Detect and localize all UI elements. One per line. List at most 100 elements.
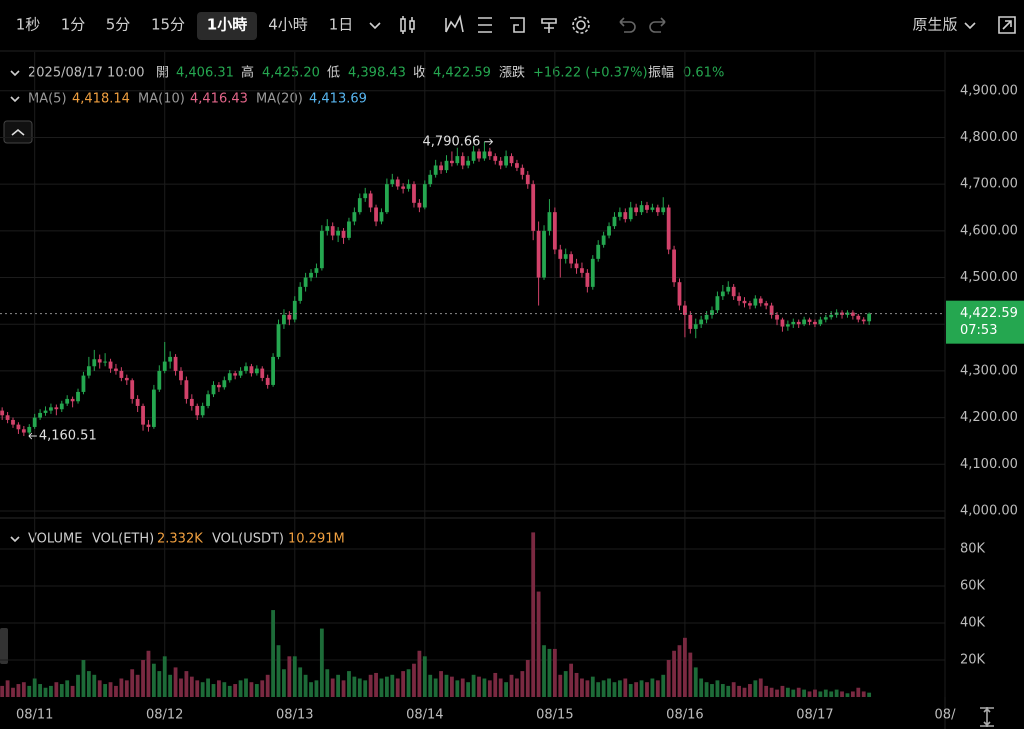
interval-tab[interactable]: 5分 xyxy=(106,16,131,34)
candle-body xyxy=(406,184,411,189)
candle-body xyxy=(861,319,866,322)
fullscreen-icon[interactable] xyxy=(998,16,1016,34)
volume-bar xyxy=(661,674,666,697)
volume-bar xyxy=(325,669,330,697)
candle-body xyxy=(298,286,303,301)
mode-chevron[interactable] xyxy=(964,22,976,30)
candle-body xyxy=(124,377,129,381)
interval-tab[interactable]: 1小時 xyxy=(207,16,247,34)
candle-body xyxy=(590,258,595,287)
chevron[interactable] xyxy=(369,22,381,30)
volume-legend-value: 10.291M xyxy=(288,532,345,547)
volume-bar xyxy=(81,660,86,697)
candle-body xyxy=(672,249,676,283)
template-icon[interactable] xyxy=(541,18,557,33)
candle-body xyxy=(135,398,140,406)
candle-body xyxy=(357,198,362,213)
volume-bar xyxy=(558,674,563,697)
interval-tab[interactable]: 1秒 xyxy=(16,16,41,34)
volume-bar xyxy=(260,680,265,697)
volume-bar xyxy=(151,663,156,697)
ma-value: 4,418.14 xyxy=(72,92,130,107)
volume-bar xyxy=(704,682,709,697)
volume-bar xyxy=(227,685,232,697)
collapse-button[interactable] xyxy=(3,120,33,144)
candle-body xyxy=(791,321,796,325)
candle-body xyxy=(168,356,173,362)
toolbar-icons xyxy=(10,14,1016,727)
candle-body xyxy=(758,298,763,304)
interval-tab[interactable]: 1分 xyxy=(61,16,86,34)
candle-body xyxy=(336,230,341,236)
volume-bar xyxy=(460,678,465,697)
indicator-icon[interactable] xyxy=(445,14,464,33)
volume-bar xyxy=(336,674,341,697)
volume-bar xyxy=(775,689,779,697)
candle-body xyxy=(341,230,346,238)
candle-body xyxy=(233,373,238,376)
scale-icon[interactable] xyxy=(980,707,994,727)
candle-body xyxy=(601,235,606,245)
undo-icon[interactable] xyxy=(619,17,636,33)
volume-bar xyxy=(520,671,525,697)
settings-icon[interactable] xyxy=(576,20,586,30)
x-tick-label: 08/11 xyxy=(16,708,53,723)
volume-bar xyxy=(552,648,557,697)
candle-body xyxy=(92,359,97,367)
volume-bar xyxy=(807,691,812,697)
candle-body xyxy=(542,230,546,278)
candle-body xyxy=(379,212,384,222)
candle-body xyxy=(596,244,601,259)
candle-body xyxy=(352,212,357,222)
candle-body xyxy=(585,272,590,287)
candle-body xyxy=(157,370,162,390)
volume-bar xyxy=(43,687,48,697)
volume-bar xyxy=(748,684,752,697)
volume-bar xyxy=(607,678,611,697)
redo-icon[interactable] xyxy=(649,17,666,33)
volume-bar xyxy=(146,650,151,697)
candle-body xyxy=(222,380,227,388)
candle-body xyxy=(661,207,666,213)
interval-tab[interactable]: 15分 xyxy=(151,16,185,34)
candle-icon[interactable] xyxy=(400,16,415,34)
volume-bar xyxy=(65,680,70,697)
volume-bar xyxy=(357,678,362,697)
volume-bar xyxy=(515,678,519,697)
candle-body xyxy=(390,179,395,185)
interval-tab[interactable]: 1日 xyxy=(329,16,354,34)
candle-body xyxy=(780,319,785,327)
volume-bar xyxy=(482,678,487,697)
draw-icon[interactable] xyxy=(510,17,525,33)
volume-bar xyxy=(504,682,508,697)
volume-bar xyxy=(655,680,660,697)
volume-bar xyxy=(634,682,639,697)
candle-body xyxy=(450,160,454,164)
x-tick-label: 08/ xyxy=(935,708,957,723)
candle-body xyxy=(217,384,221,388)
volume-bar xyxy=(753,680,758,697)
volume-bar xyxy=(130,669,135,697)
volume-bar xyxy=(195,680,200,697)
side-handle[interactable] xyxy=(0,628,8,664)
volume-bar xyxy=(49,685,53,697)
collapse-chevrons[interactable] xyxy=(10,70,20,543)
candle-body xyxy=(515,163,519,168)
volume-bar xyxy=(813,689,817,697)
candle-body xyxy=(807,319,812,322)
candle-body xyxy=(536,230,541,278)
volume-bar xyxy=(38,684,42,697)
candle-body xyxy=(59,403,64,410)
mode-label[interactable]: 原生版 xyxy=(912,16,957,34)
candle-body xyxy=(21,429,26,433)
ma-label: MA(5) xyxy=(28,92,67,107)
candle-body xyxy=(206,394,210,406)
candle-body xyxy=(5,415,10,420)
candle-body xyxy=(726,286,731,292)
candle-body xyxy=(466,160,471,166)
candle-body xyxy=(471,151,476,161)
list-icon[interactable] xyxy=(478,17,492,33)
interval-tab[interactable]: 4小時 xyxy=(268,16,308,34)
candle-body xyxy=(422,184,427,208)
candle-body xyxy=(715,296,720,311)
